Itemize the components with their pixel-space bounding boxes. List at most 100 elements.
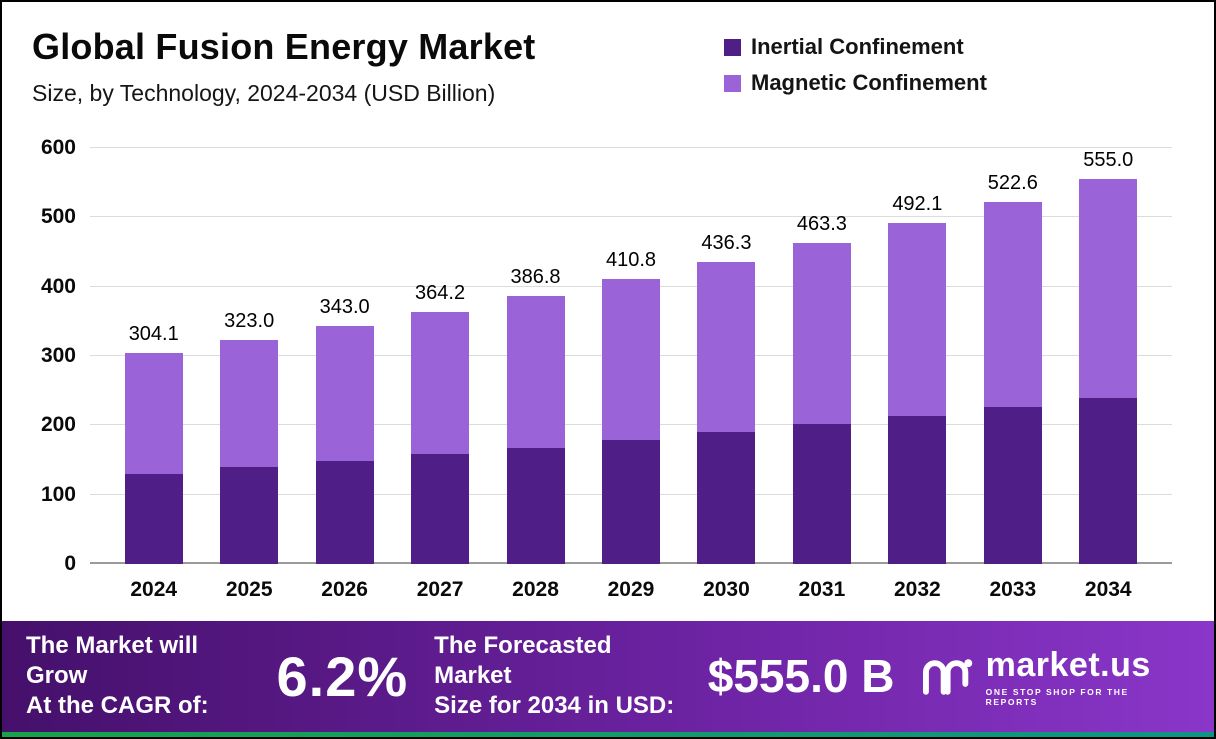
bar-total-label: 522.6 xyxy=(987,171,1038,194)
x-tick-label: 2027 xyxy=(416,578,464,601)
market-us-logo-icon xyxy=(923,659,973,696)
magnetic-confinement-segment xyxy=(1079,179,1138,398)
y-tick-label: 100 xyxy=(40,482,76,506)
chart-legend: Inertial Confinement Magnetic Confinemen… xyxy=(724,34,987,96)
magnetic-confinement-segment xyxy=(697,261,756,433)
x-tick-label: 2025 xyxy=(225,578,273,601)
chart-section: Global Fusion Energy Market Size, by Tec… xyxy=(2,2,1214,621)
inertial-confinement-segment xyxy=(506,447,565,564)
cagr-value: 6.2% xyxy=(276,644,409,708)
magnetic-confinement-segment xyxy=(124,353,183,474)
y-axis: 0 100 200 300 400 500 600 xyxy=(20,136,90,575)
bar-total-label: 364.2 xyxy=(415,281,466,304)
legend-label: Magnetic Confinement xyxy=(751,70,987,95)
plot-area: 304.1 323.0 343.0 364.2 386.8 410.8 436.3 463.3… xyxy=(90,147,1172,564)
magnetic-confinement-segment xyxy=(792,242,851,424)
brand-logo: market.us ONE STOP SHOP FOR THE REPORTS xyxy=(922,646,1190,707)
bar-column: 410.8 xyxy=(583,148,678,564)
stacked-bar xyxy=(220,340,279,564)
x-tick-label: 2032 xyxy=(893,578,941,601)
inertial-confinement-segment xyxy=(983,407,1042,564)
chart-header: Global Fusion Energy Market Size, by Tec… xyxy=(2,2,1214,148)
stacked-bar xyxy=(601,279,660,564)
legend-item-magnetic: Magnetic Confinement xyxy=(724,70,987,96)
brand-tagline: ONE STOP SHOP FOR THE REPORTS xyxy=(985,686,1129,707)
inertial-confinement-segment xyxy=(1079,397,1138,564)
magnetic-confinement-segment xyxy=(220,340,279,467)
stacked-bar xyxy=(506,295,565,564)
bar-column: 323.0 xyxy=(201,148,296,564)
legend-swatch-inertial-icon xyxy=(724,38,741,56)
bar-column: 343.0 xyxy=(297,148,392,564)
magnetic-confinement-segment xyxy=(601,279,660,440)
cagr-label: The Market will Grow At the CAGR of: xyxy=(26,631,263,721)
legend-swatch-magnetic-icon xyxy=(724,74,741,92)
inertial-confinement-segment xyxy=(792,423,851,564)
y-tick-label: 300 xyxy=(40,344,76,367)
y-tick-label: 500 xyxy=(40,205,76,229)
x-axis: 2024 2025 2026 2027 2028 2029 2030 2031 2032 2033… xyxy=(90,578,1172,602)
y-tick-label: 600 xyxy=(40,136,76,159)
bar-total-label: 463.3 xyxy=(796,212,847,235)
forecast-value: $555.0 B xyxy=(707,650,895,703)
x-tick-label: 2031 xyxy=(798,578,846,601)
magnetic-confinement-segment xyxy=(411,311,470,455)
inertial-confinement-segment xyxy=(124,473,183,564)
x-tick-label: 2034 xyxy=(1084,578,1132,601)
y-tick-label: 400 xyxy=(40,274,76,298)
inertial-confinement-segment xyxy=(601,439,660,564)
stacked-bar xyxy=(983,201,1042,564)
bar-total-label: 386.8 xyxy=(510,265,561,288)
bar-total-label: 492.1 xyxy=(892,192,943,215)
bar-column: 386.8 xyxy=(488,148,583,564)
bottom-banner: The Market will Grow At the CAGR of: 6.2… xyxy=(2,620,1214,733)
stacked-bar xyxy=(792,242,851,564)
bar-total-label: 343.0 xyxy=(319,296,370,319)
forecast-label-line2: Size for 2034 in USD: xyxy=(434,692,675,720)
stacked-bar xyxy=(1079,179,1138,564)
inertial-confinement-segment xyxy=(411,454,470,564)
inertial-confinement-segment xyxy=(888,415,947,564)
cagr-label-line1: The Market will Grow xyxy=(26,632,199,690)
bar-column: 364.2 xyxy=(392,148,487,564)
bar-total-label: 323.0 xyxy=(224,310,275,333)
footer-accent-strip xyxy=(2,732,1214,737)
inertial-confinement-segment xyxy=(220,466,279,564)
forecast-label-line1: The Forecasted Market xyxy=(434,632,612,690)
bar-total-label: 410.8 xyxy=(605,249,657,272)
magnetic-confinement-segment xyxy=(506,295,565,448)
bar-column: 463.3 xyxy=(774,148,869,564)
stacked-bar xyxy=(124,353,183,564)
magnetic-confinement-segment xyxy=(315,326,374,461)
bar-total-label: 436.3 xyxy=(701,231,752,254)
bar-column: 492.1 xyxy=(870,148,965,564)
y-tick-label: 200 xyxy=(40,413,76,437)
brand-name: market.us xyxy=(985,645,1151,684)
inertial-confinement-segment xyxy=(315,460,374,564)
stacked-bar xyxy=(697,261,756,564)
x-tick-label: 2030 xyxy=(703,578,750,601)
chart-area: 0 100 200 300 400 500 600 304.1 323.0 343.0 364.2… xyxy=(2,136,1214,575)
gridline xyxy=(90,147,1172,148)
magnetic-confinement-segment xyxy=(888,222,947,416)
x-tick-label: 2033 xyxy=(989,578,1037,601)
cagr-label-line2: At the CAGR of: xyxy=(26,692,209,720)
bars-row: 304.1 323.0 343.0 364.2 386.8 410.8 436.3 463.3… xyxy=(90,148,1172,564)
page-title: Global Fusion Energy Market xyxy=(32,26,536,67)
x-tick-label: 2024 xyxy=(130,578,178,601)
legend-label: Inertial Confinement xyxy=(751,34,964,59)
bar-total-label: 555.0 xyxy=(1083,149,1134,172)
x-tick-label: 2026 xyxy=(321,578,368,601)
bar-column: 304.1 xyxy=(106,148,201,564)
stacked-bar xyxy=(411,311,470,564)
bar-total-label: 304.1 xyxy=(128,323,179,346)
x-tick-label: 2028 xyxy=(512,578,559,601)
y-tick-label: 0 xyxy=(64,552,76,575)
page-subtitle: Size, by Technology, 2024-2034 (USD Bill… xyxy=(32,80,496,106)
bar-column: 555.0 xyxy=(1061,148,1156,564)
inertial-confinement-segment xyxy=(697,432,756,564)
x-tick-label: 2029 xyxy=(607,578,655,601)
stacked-bar xyxy=(888,222,947,564)
bar-column: 436.3 xyxy=(679,148,774,564)
